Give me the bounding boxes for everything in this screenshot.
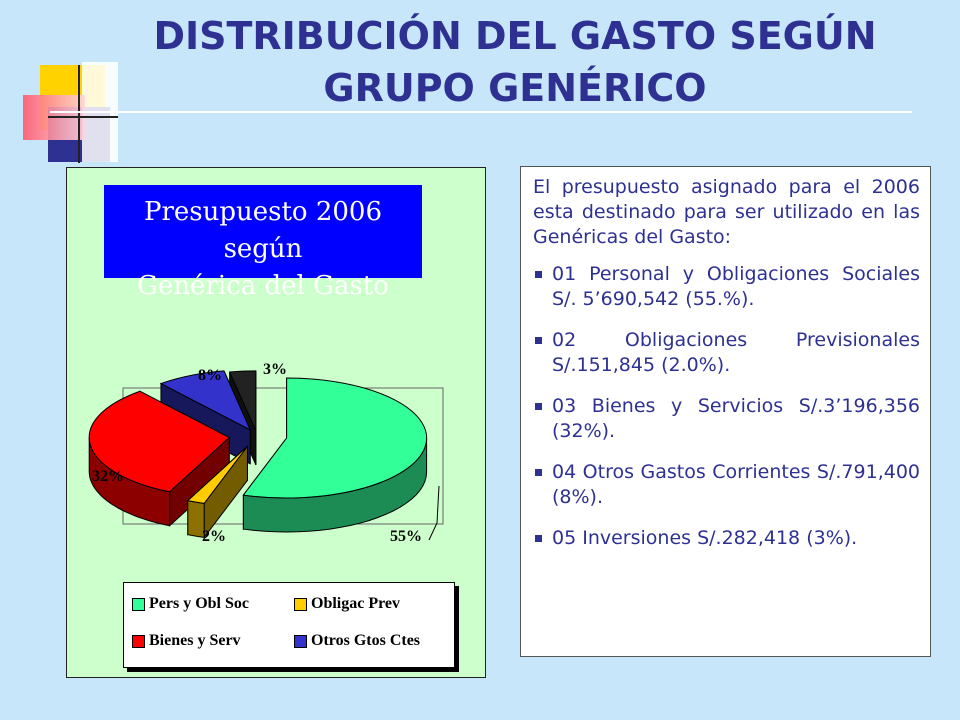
data-label: 3% <box>263 361 287 378</box>
chart-title-line2: Genérica del Gasto <box>137 271 389 301</box>
pie-slice <box>186 444 248 539</box>
legend-label: Otros Gtos Ctes <box>311 632 421 649</box>
data-label: 55% <box>390 528 422 545</box>
bullet-item: 02 Obligaciones Previsionales S/.151,845… <box>533 328 920 378</box>
legend-item: Bienes y Serv <box>132 631 241 651</box>
bullet-list: 01 Personal y Obligaciones Sociales S/. … <box>533 262 920 551</box>
bullet-text: 05 Inversiones S/.282,418 (3%). <box>552 527 858 549</box>
legend-label: Bienes y Serv <box>149 632 241 649</box>
pie-slice-top <box>242 377 428 499</box>
legend-item: Otros Gtos Ctes <box>294 631 420 651</box>
legend-item: Obligac Prev <box>294 594 400 614</box>
pie-slice <box>88 390 231 527</box>
bullet-text: 04 Otros Gastos Corrientes S/.791,400 (8… <box>552 461 920 508</box>
page-title-line1: DISTRIBUCIÓN DEL GASTO SEGÚN <box>153 14 877 58</box>
legend-swatch <box>294 634 307 648</box>
pie-slice <box>242 377 428 533</box>
bullet-item: 05 Inversiones S/.282,418 (3%). <box>533 526 920 551</box>
title-underline <box>50 111 912 113</box>
decor-horizontal-line <box>48 116 118 118</box>
chart-title-line1: Presupuesto 2006 según <box>143 197 383 264</box>
bullet-square-icon <box>535 271 542 278</box>
bullet-item: 04 Otros Gastos Corrientes S/.791,400 (8… <box>533 460 920 510</box>
pie-slice-top <box>228 370 257 432</box>
pie-chart: 55% 2% 32% 8% 3% <box>88 361 444 545</box>
legend-swatch <box>294 597 307 611</box>
legend-item: Pers y Obl Soc <box>132 594 249 614</box>
bullet-square-icon <box>535 535 542 542</box>
decor-vertical-line <box>78 65 80 163</box>
leader-line <box>428 485 440 541</box>
bullet-item: 01 Personal y Obligaciones Sociales S/. … <box>533 262 920 312</box>
pie-slice-top <box>186 445 248 504</box>
intro-text: El presupuesto asignado para el 2006 est… <box>533 176 920 248</box>
bullet-square-icon <box>535 469 542 476</box>
page-title-line2: GRUPO GENÉRICO <box>323 66 707 110</box>
legend-label: Obligac Prev <box>311 595 401 612</box>
legend-label: Pers y Obl Soc <box>149 595 249 612</box>
bullet-text: 02 Obligaciones Previsionales S/.151,845… <box>552 329 920 376</box>
legend-swatch <box>132 634 145 648</box>
bullet-square-icon <box>535 403 542 410</box>
bullet-text: 01 Personal y Obligaciones Sociales S/. … <box>552 263 920 310</box>
pie-slice-top <box>88 390 231 493</box>
bullet-item: 03 Bienes y Servicios S/.3’196,356 (32%)… <box>533 394 920 444</box>
chart-title: Presupuesto 2006 según Genérica del Gast… <box>104 185 422 301</box>
bullet-square-icon <box>535 337 542 344</box>
data-label: 8% <box>198 367 222 384</box>
pie-chart-frame: Presupuesto 2006 según Genérica del Gast… <box>66 167 486 678</box>
data-label: 32% <box>92 468 124 485</box>
data-label: 2% <box>202 528 226 545</box>
chart-legend: Pers y Obl Soc Obligac Prev Bienes y Serv O… <box>123 582 455 668</box>
text-panel: El presupuesto asignado para el 2006 est… <box>520 166 931 657</box>
page-title: DISTRIBUCIÓN DEL GASTO SEGÚN GRUPO GENÉR… <box>120 10 910 114</box>
pie-slice-top <box>159 370 252 431</box>
legend-swatch <box>132 597 145 611</box>
bullet-text: 03 Bienes y Servicios S/.3’196,356 (32%)… <box>552 395 920 442</box>
